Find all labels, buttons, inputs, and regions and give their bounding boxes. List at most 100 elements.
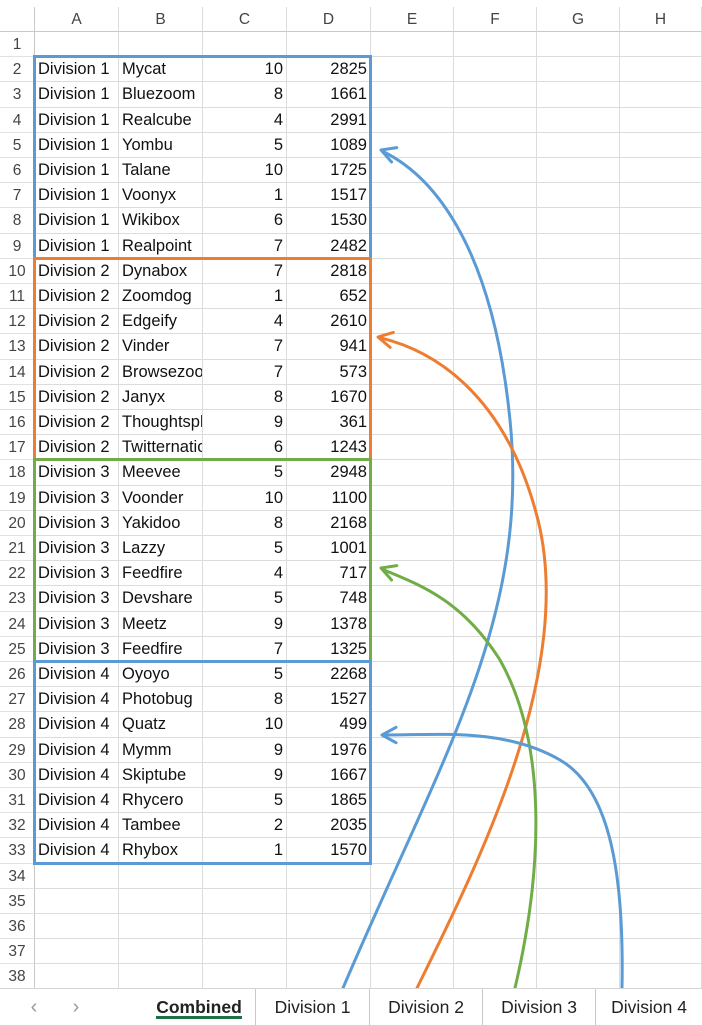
- cell[interactable]: [371, 939, 454, 965]
- cell[interactable]: 10: [203, 57, 287, 83]
- column-header-a[interactable]: A: [35, 7, 119, 32]
- cell[interactable]: [620, 384, 702, 410]
- cell[interactable]: [454, 132, 537, 158]
- column-header-c[interactable]: C: [203, 7, 287, 32]
- cell[interactable]: [620, 636, 702, 662]
- cell[interactable]: 8: [203, 384, 287, 410]
- cell[interactable]: Meevee: [119, 460, 203, 486]
- cell[interactable]: [454, 662, 537, 688]
- cell[interactable]: Division 1: [35, 107, 119, 133]
- cell[interactable]: 7: [203, 334, 287, 360]
- cell[interactable]: Division 1: [35, 233, 119, 259]
- cell[interactable]: Division 4: [35, 788, 119, 814]
- cell[interactable]: Bluezoom: [119, 82, 203, 108]
- cell[interactable]: [620, 485, 702, 511]
- cell[interactable]: Skiptube: [119, 762, 203, 788]
- cell[interactable]: [454, 183, 537, 209]
- cell[interactable]: [203, 964, 287, 988]
- cell[interactable]: [537, 485, 620, 511]
- cell[interactable]: 7: [203, 636, 287, 662]
- cell[interactable]: [620, 863, 702, 889]
- row-header[interactable]: 31: [0, 788, 35, 814]
- cell[interactable]: [371, 183, 454, 209]
- cell[interactable]: [537, 863, 620, 889]
- row-header[interactable]: 15: [0, 384, 35, 410]
- cell[interactable]: Division 2: [35, 384, 119, 410]
- cell[interactable]: [454, 57, 537, 83]
- cell[interactable]: Quatz: [119, 712, 203, 738]
- cell[interactable]: [454, 611, 537, 637]
- cell[interactable]: [203, 888, 287, 914]
- row-header[interactable]: 7: [0, 183, 35, 209]
- cell[interactable]: 717: [287, 561, 371, 587]
- tab-combined[interactable]: Combined: [148, 989, 250, 1025]
- cell[interactable]: 9: [203, 762, 287, 788]
- cell[interactable]: [620, 914, 702, 940]
- cell[interactable]: Division 3: [35, 536, 119, 562]
- cell[interactable]: [287, 863, 371, 889]
- row-header[interactable]: 1: [0, 32, 35, 58]
- cell[interactable]: [537, 208, 620, 234]
- cell[interactable]: [371, 536, 454, 562]
- cell[interactable]: [537, 359, 620, 385]
- cell[interactable]: [537, 586, 620, 612]
- cell[interactable]: [119, 914, 203, 940]
- cell[interactable]: 2991: [287, 107, 371, 133]
- row-header[interactable]: 20: [0, 510, 35, 536]
- cell[interactable]: 10: [203, 712, 287, 738]
- cell[interactable]: [620, 964, 702, 988]
- row-header[interactable]: 23: [0, 586, 35, 612]
- row-header[interactable]: 36: [0, 914, 35, 940]
- cell[interactable]: [620, 586, 702, 612]
- cell[interactable]: 10: [203, 485, 287, 511]
- cell[interactable]: [620, 510, 702, 536]
- cell[interactable]: [371, 611, 454, 637]
- cell[interactable]: [620, 611, 702, 637]
- cell[interactable]: [537, 737, 620, 763]
- cell[interactable]: Division 4: [35, 712, 119, 738]
- cell[interactable]: 2: [203, 813, 287, 839]
- cell[interactable]: [371, 334, 454, 360]
- cell[interactable]: [537, 762, 620, 788]
- row-header[interactable]: 30: [0, 762, 35, 788]
- row-header[interactable]: 12: [0, 309, 35, 335]
- cell[interactable]: Mymm: [119, 737, 203, 763]
- cell[interactable]: 361: [287, 410, 371, 436]
- cell[interactable]: [454, 888, 537, 914]
- cell[interactable]: [537, 712, 620, 738]
- row-header[interactable]: 19: [0, 485, 35, 511]
- row-header[interactable]: 25: [0, 636, 35, 662]
- cell[interactable]: [203, 863, 287, 889]
- cell[interactable]: Yombu: [119, 132, 203, 158]
- cell[interactable]: 5: [203, 586, 287, 612]
- cell[interactable]: Division 4: [35, 662, 119, 688]
- cell[interactable]: 1527: [287, 687, 371, 713]
- cell[interactable]: [537, 788, 620, 814]
- cell[interactable]: 10: [203, 158, 287, 184]
- cell[interactable]: [371, 32, 454, 58]
- row-header[interactable]: 8: [0, 208, 35, 234]
- cell[interactable]: [454, 914, 537, 940]
- scroll-tabs-right-icon[interactable]: ›: [72, 996, 80, 1018]
- cell[interactable]: [620, 687, 702, 713]
- row-header[interactable]: 17: [0, 435, 35, 461]
- cell[interactable]: [371, 888, 454, 914]
- cell[interactable]: [537, 964, 620, 988]
- cell[interactable]: Photobug: [119, 687, 203, 713]
- row-header[interactable]: 2: [0, 57, 35, 83]
- row-header[interactable]: 14: [0, 359, 35, 385]
- cell[interactable]: [454, 258, 537, 284]
- cell[interactable]: [371, 838, 454, 864]
- row-header[interactable]: 38: [0, 964, 35, 988]
- cell[interactable]: 6: [203, 208, 287, 234]
- cell[interactable]: [620, 435, 702, 461]
- cell[interactable]: 1725: [287, 158, 371, 184]
- cell[interactable]: 5: [203, 460, 287, 486]
- cell[interactable]: 652: [287, 284, 371, 310]
- cell[interactable]: [537, 460, 620, 486]
- cell[interactable]: 2268: [287, 662, 371, 688]
- cell[interactable]: 1089: [287, 132, 371, 158]
- cell[interactable]: Division 2: [35, 334, 119, 360]
- cell[interactable]: [287, 964, 371, 988]
- row-header[interactable]: 10: [0, 258, 35, 284]
